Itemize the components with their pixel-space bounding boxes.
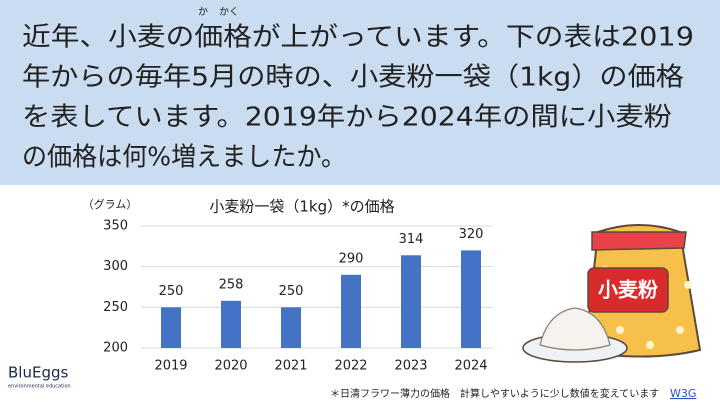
bar (161, 307, 181, 348)
bar (221, 300, 241, 348)
question-line: の価格は何%増えましたか。 (22, 143, 346, 173)
x-tick-label: 2020 (214, 359, 247, 374)
value-label: 320 (459, 227, 484, 242)
furigana: かく (219, 6, 239, 18)
question-box (0, 0, 720, 185)
bag-label-text: 小麦粉 (598, 278, 658, 302)
y-axis-label: （グラム） (83, 197, 138, 211)
bag-label (587, 267, 669, 313)
bar (461, 250, 481, 348)
y-tick-label: 300 (103, 259, 128, 274)
y-tick-label: 200 (103, 341, 128, 356)
bag-top (591, 231, 687, 251)
illustration: 小麦粉 (522, 224, 702, 363)
bar (281, 307, 301, 348)
link[interactable]: W3G (670, 387, 696, 400)
x-tick-label: 2022 (334, 359, 367, 374)
bar (341, 274, 361, 348)
footnote: ＊日清フラワー薄力の価格 計算しやすいように少し数値を変えています (330, 387, 659, 400)
dot (646, 341, 654, 349)
chart-title: 小麦粉一袋（1kg）*の価格 (209, 198, 394, 216)
x-tick-label: 2019 (154, 359, 187, 374)
x-tick-label: 2021 (274, 359, 307, 374)
question-line: 近年、小麦の価格が上がっています。下の表は2019 (22, 23, 694, 53)
dot (684, 281, 692, 289)
y-tick-label: 350 (103, 219, 128, 234)
value-label: 250 (159, 284, 184, 299)
logo-tagline: environmental education (8, 384, 71, 390)
x-tick-label: 2024 (454, 359, 487, 374)
dot (676, 326, 684, 334)
value-label: 258 (219, 277, 244, 292)
x-tick-label: 2023 (394, 359, 427, 374)
question-line: を表しています。2019年から2024年の間に小麦粉 (22, 103, 672, 133)
bar (401, 255, 421, 348)
value-label: 314 (399, 232, 424, 247)
flour (539, 307, 611, 351)
logo: BluEggs (8, 364, 68, 382)
value-label: 250 (279, 284, 304, 299)
dot (616, 326, 624, 334)
furigana: か (198, 6, 208, 18)
question-line: 年からの毎年5月の時の、小麦粉一袋（1kg）の価格 (22, 63, 684, 93)
y-tick-label: 250 (103, 300, 128, 315)
value-label: 290 (339, 251, 364, 266)
